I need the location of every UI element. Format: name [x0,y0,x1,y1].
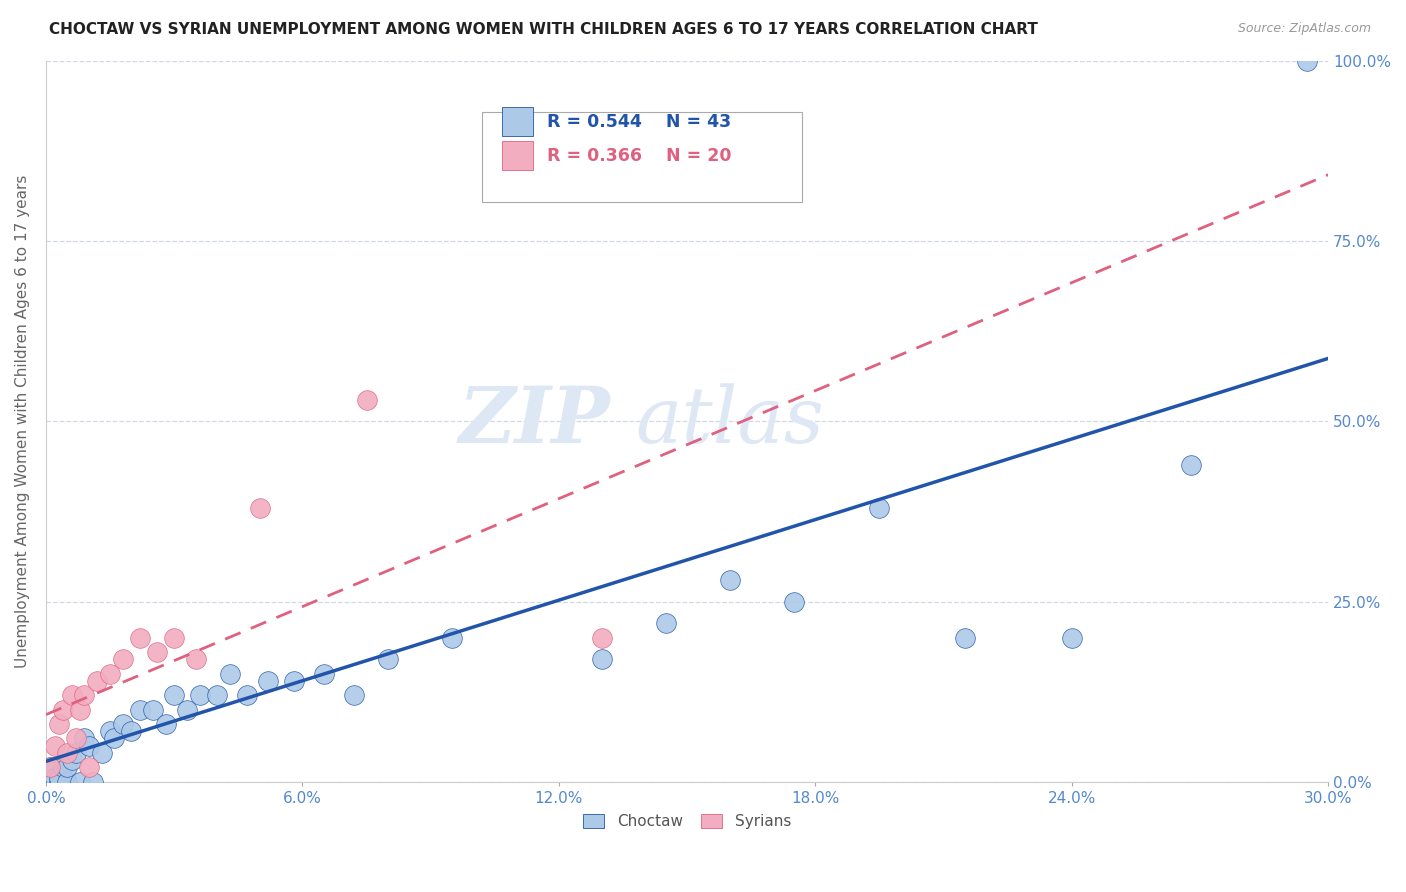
Text: R = 0.366    N = 20: R = 0.366 N = 20 [547,146,731,164]
Point [60,688,83,702]
Point [69,774,91,789]
Point [312,666,335,681]
Point [48,771,70,785]
Point [218,666,240,681]
Point [1295,54,1317,69]
Point [205,688,228,702]
Text: R = 0.544    N = 43: R = 0.544 N = 43 [547,112,731,130]
Point [65,731,87,746]
Point [86,673,108,688]
Point [129,631,152,645]
Point [73,688,96,702]
Point [44,771,66,785]
Point [236,688,259,702]
Point [163,688,186,702]
Point [1180,458,1202,472]
Point [377,652,399,666]
Point [48,717,70,731]
Point [103,731,125,746]
Point [48,774,70,789]
Point [39,760,62,774]
Point [1060,631,1083,645]
FancyBboxPatch shape [502,141,533,170]
Point [129,703,152,717]
Point [73,731,96,746]
Point [60,753,83,767]
Text: ZIP: ZIP [458,384,610,459]
Point [44,739,66,753]
Point [283,673,305,688]
Point [65,746,87,760]
Point [56,760,79,774]
Point [718,573,741,587]
Point [257,673,280,688]
Point [39,760,62,774]
Legend: Choctaw, Syrians: Choctaw, Syrians [576,807,797,835]
Point [111,652,134,666]
FancyBboxPatch shape [482,112,803,202]
Point [591,652,613,666]
Point [184,652,207,666]
Point [146,645,169,659]
Point [52,760,75,774]
Point [77,760,100,774]
Point [52,703,75,717]
Point [591,631,613,645]
Point [90,746,112,760]
Point [77,739,100,753]
FancyBboxPatch shape [502,107,533,136]
Point [188,688,211,702]
Point [176,703,198,717]
Point [111,717,134,731]
Point [505,184,527,198]
Point [163,631,186,645]
Text: atlas: atlas [636,384,824,459]
Point [783,594,806,608]
Point [249,500,271,515]
Point [142,703,165,717]
Text: Source: ZipAtlas.com: Source: ZipAtlas.com [1237,22,1371,36]
Point [953,631,976,645]
Point [155,717,177,731]
Point [56,774,79,789]
Point [82,774,104,789]
Y-axis label: Unemployment Among Women with Children Ages 6 to 17 years: Unemployment Among Women with Children A… [15,175,30,668]
Text: CHOCTAW VS SYRIAN UNEMPLOYMENT AMONG WOMEN WITH CHILDREN AGES 6 TO 17 YEARS CORR: CHOCTAW VS SYRIAN UNEMPLOYMENT AMONG WOM… [49,22,1038,37]
Point [356,392,378,407]
Point [868,500,890,515]
Point [69,703,91,717]
Point [98,724,121,739]
Point [440,631,463,645]
Point [56,746,79,760]
Point [98,666,121,681]
Point [120,724,142,739]
Point [343,688,366,702]
Point [654,616,676,631]
